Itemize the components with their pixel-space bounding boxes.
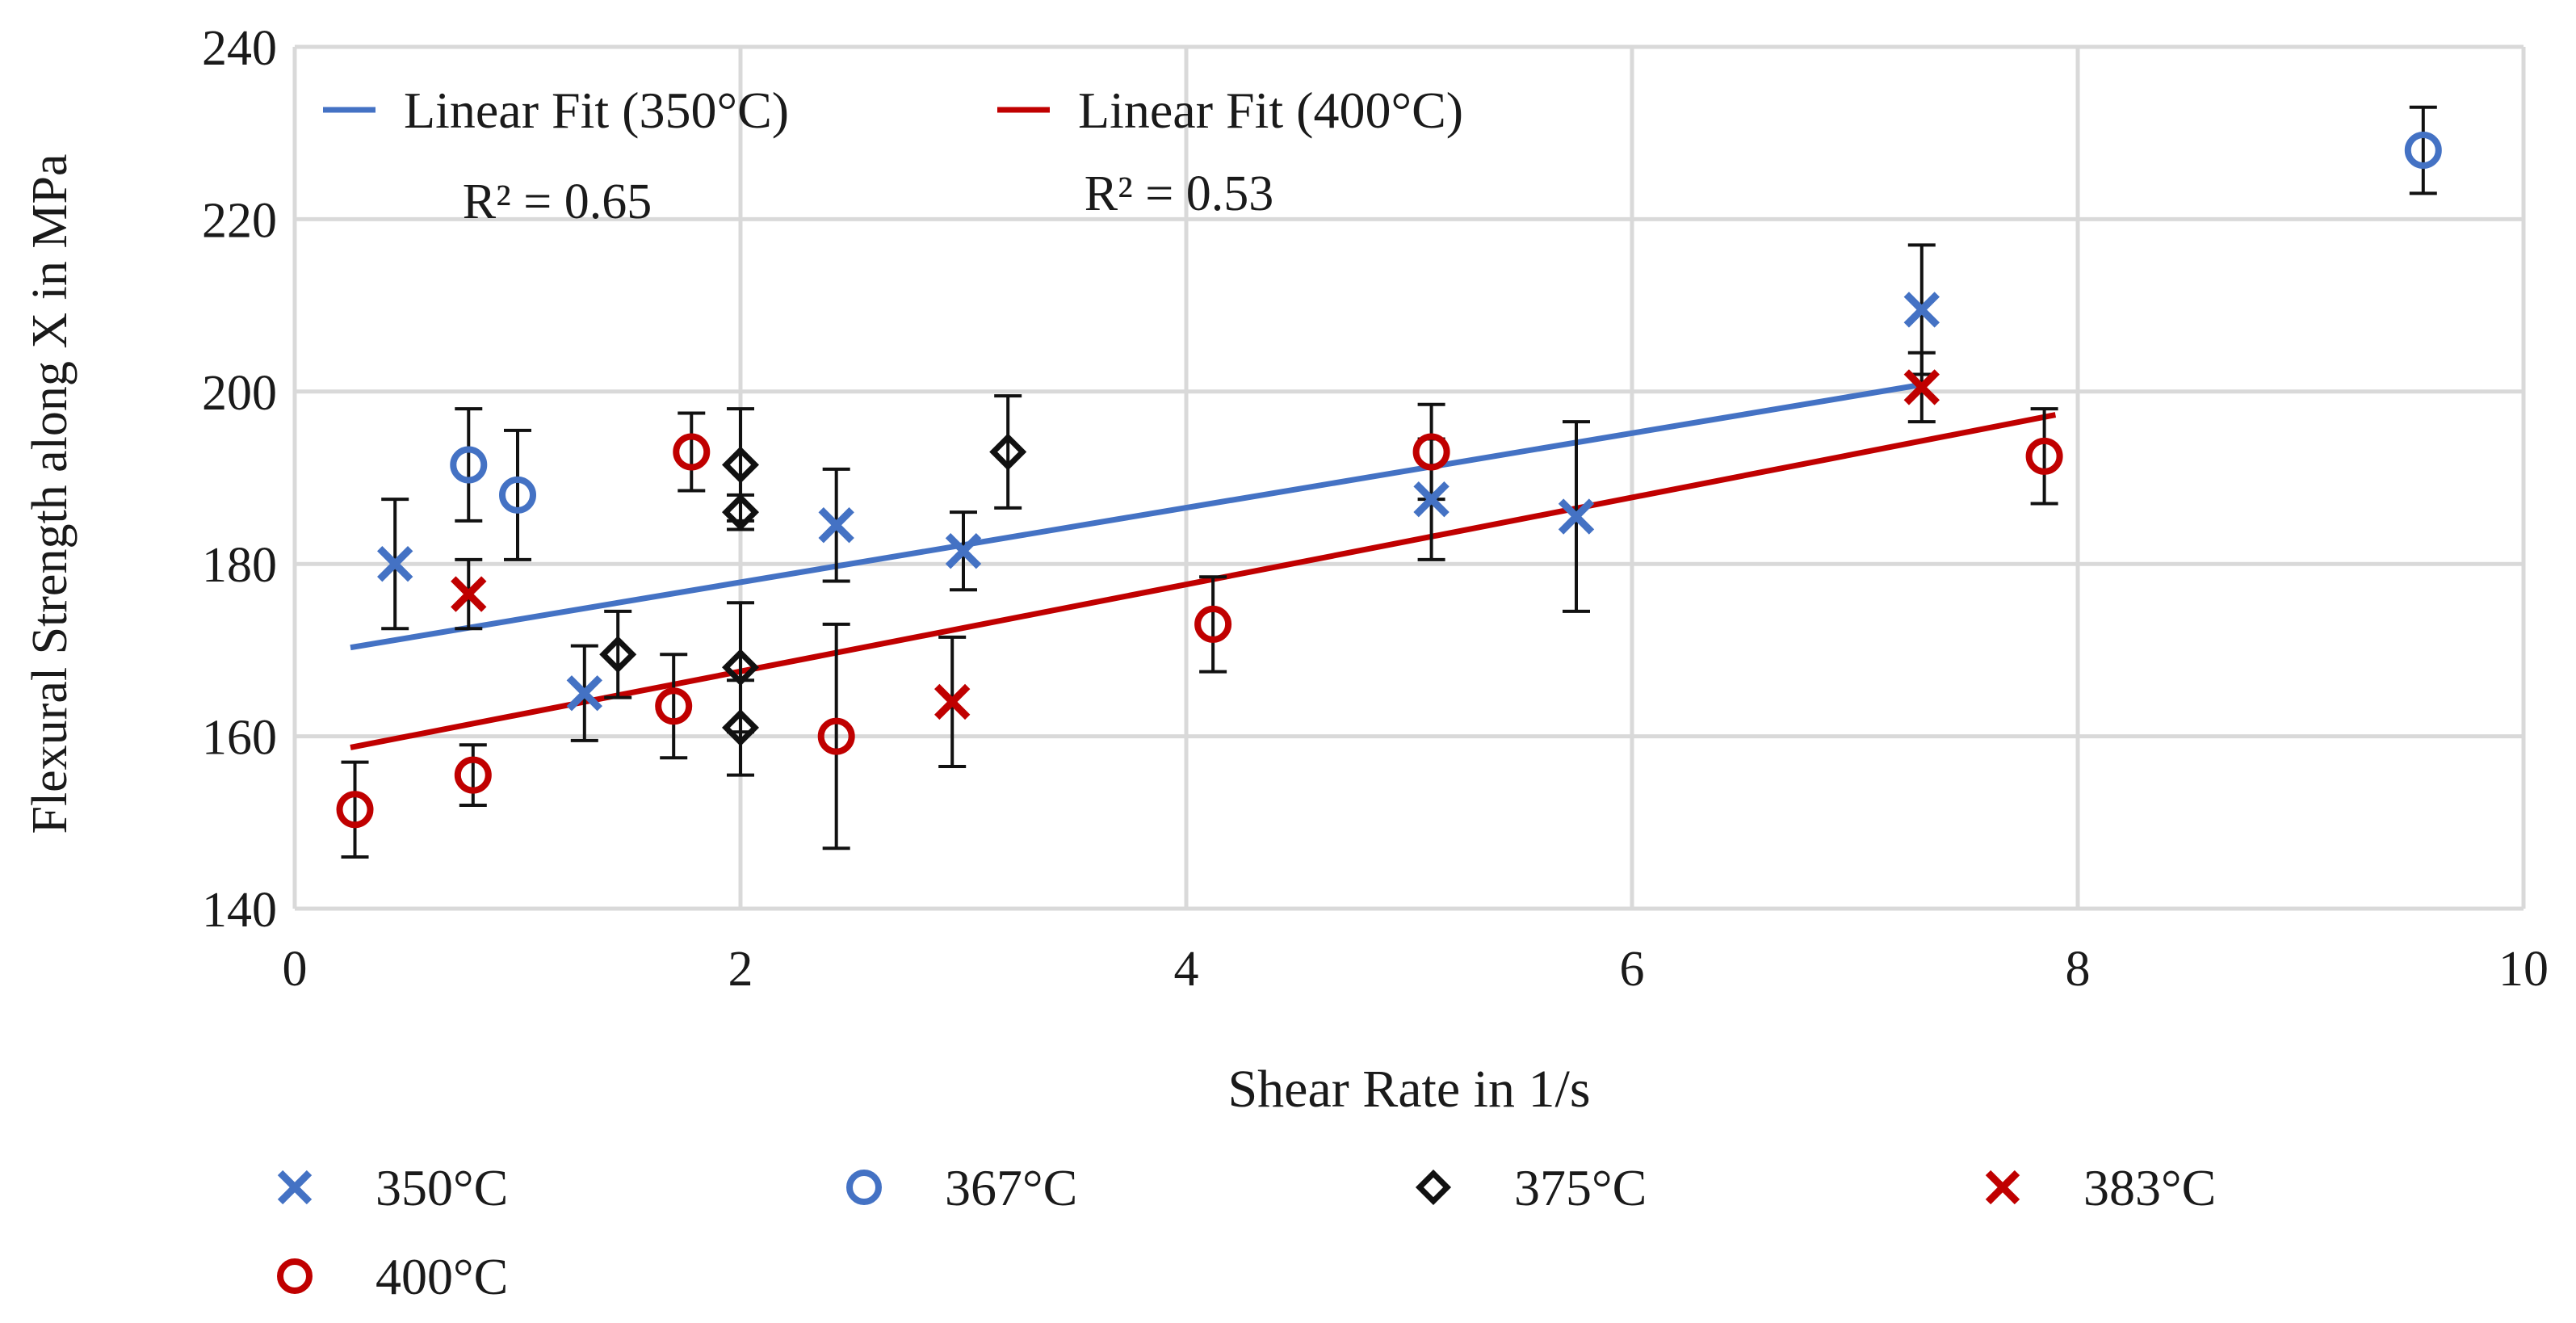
errorbar-400	[678, 411, 706, 493]
legend-marker-375	[1415, 1169, 1452, 1206]
x-tick-label: 2	[728, 942, 753, 997]
y-tick-label: 160	[202, 711, 277, 766]
marker-stroke	[277, 1170, 313, 1205]
x-tick-label: 8	[2066, 942, 2091, 997]
point-350	[818, 507, 854, 544]
point-400	[336, 791, 374, 829]
errorbar-375	[604, 609, 632, 699]
errorbar-375	[994, 394, 1022, 510]
point-350	[1558, 498, 1595, 535]
errorbar-400	[2030, 407, 2058, 506]
point-400	[2025, 437, 2063, 475]
y-tick-label: 200	[202, 366, 277, 421]
point-400	[655, 687, 693, 725]
marker-stroke	[566, 675, 602, 712]
errorbar-400	[459, 743, 487, 807]
errorbar-400	[1199, 575, 1227, 674]
point-400	[817, 717, 855, 755]
fit-line-350	[350, 381, 1923, 651]
x-tick-label: 10	[2498, 942, 2549, 997]
x-tick-label: 0	[283, 942, 308, 997]
legend-fit-label: Linear Fit (400°C)	[1078, 82, 1463, 139]
errorbar-367	[2409, 105, 2437, 195]
x-axis-title: Shear Rate in 1/s	[1227, 1060, 1590, 1119]
fit-line-400	[350, 412, 2057, 750]
point-367	[499, 476, 536, 514]
errorbar-400	[660, 653, 688, 760]
point-375	[722, 649, 759, 687]
legend-series-label: 350°C	[375, 1159, 508, 1216]
marker-stroke	[1903, 369, 1940, 405]
point-350	[945, 533, 982, 569]
point-383	[451, 576, 487, 612]
point-350	[566, 675, 602, 712]
y-tick-label: 140	[202, 883, 277, 938]
legend-marker-400	[277, 1258, 313, 1294]
marker-stroke	[377, 546, 413, 582]
legend-series-label: 383°C	[2083, 1159, 2216, 1216]
point-400	[1194, 605, 1232, 643]
point-400	[1412, 433, 1450, 471]
point-400	[454, 756, 492, 794]
legend-series-label: 375°C	[1514, 1159, 1647, 1216]
point-400	[673, 433, 711, 471]
point-383	[1903, 369, 1940, 405]
point-375	[722, 708, 759, 746]
x-tick-label: 6	[1620, 942, 1645, 997]
x-tick-label: 4	[1174, 942, 1199, 997]
marker-stroke	[1985, 1170, 2020, 1205]
marker-stroke	[451, 576, 487, 612]
point-367	[450, 446, 488, 484]
errorbar-367	[504, 428, 531, 561]
r2-annotation: R² = 0.53	[1085, 166, 1273, 221]
legend-marker-350	[277, 1170, 313, 1205]
point-375	[722, 494, 759, 531]
point-383	[934, 683, 971, 720]
point-350	[1413, 481, 1450, 518]
y-axis-title: Flexural Strength along X in MPa	[23, 153, 78, 834]
point-350	[377, 546, 413, 582]
y-tick-label: 220	[202, 193, 277, 248]
point-375	[722, 446, 759, 484]
y-tick-label: 240	[202, 21, 277, 76]
point-375	[989, 433, 1027, 471]
legend-series-label: 400°C	[375, 1248, 508, 1305]
r2-annotation: R² = 0.65	[463, 174, 652, 229]
point-350	[1903, 292, 1940, 328]
marker-stroke	[1903, 292, 1940, 328]
marker-stroke	[934, 683, 971, 720]
marker-stroke	[1413, 481, 1450, 518]
legend-fit-label: Linear Fit (350°C)	[404, 82, 789, 139]
legend-marker-367	[846, 1170, 882, 1205]
legend-marker-383	[1985, 1170, 2020, 1205]
errorbar-400	[822, 622, 850, 850]
marker-stroke	[818, 507, 854, 544]
point-367	[2404, 132, 2442, 170]
errorbar-375	[727, 678, 754, 777]
point-375	[599, 636, 637, 674]
legend-series-label: 367°C	[945, 1159, 1077, 1216]
marker-stroke	[1558, 498, 1595, 535]
errorbar-367	[455, 407, 483, 523]
y-tick-label: 180	[202, 538, 277, 593]
errorbar-400	[341, 760, 369, 859]
marker-stroke	[945, 533, 982, 569]
